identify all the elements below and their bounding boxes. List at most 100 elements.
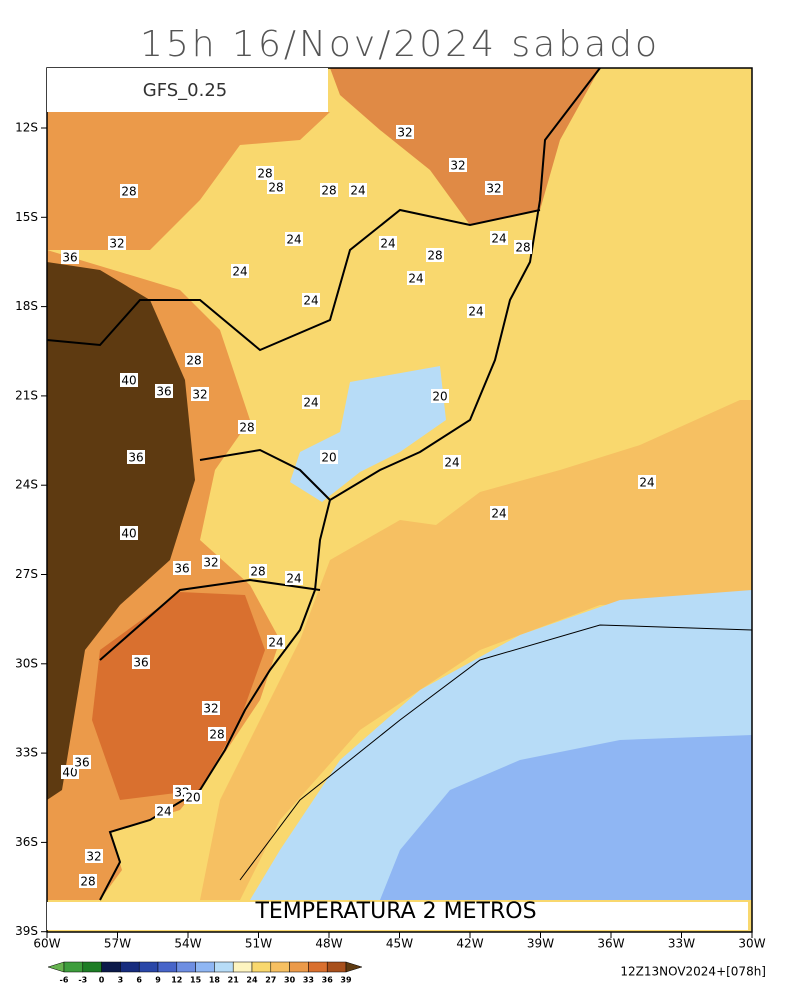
colorbar-swatch bbox=[157, 961, 178, 973]
lon-label: 51W bbox=[245, 937, 272, 951]
colorbar-swatch bbox=[214, 961, 234, 973]
lat-label: 15S bbox=[15, 210, 38, 224]
contour-label-bg bbox=[396, 125, 414, 139]
contour-label: 36 bbox=[156, 385, 171, 399]
colorbar-swatch bbox=[101, 961, 121, 973]
colorbar-label: 9 bbox=[155, 976, 161, 985]
contour-label: 24 bbox=[232, 265, 247, 279]
colorbar-label: 15 bbox=[190, 976, 202, 985]
contour-label: 32 bbox=[109, 237, 124, 251]
contour-label-bg bbox=[61, 250, 79, 264]
colorbar-swatch bbox=[308, 961, 328, 973]
contour-label-bg bbox=[267, 180, 285, 194]
contour-label: 36 bbox=[128, 451, 143, 465]
contour-label: 24 bbox=[303, 294, 318, 308]
contour-label: 28 bbox=[250, 565, 265, 579]
lat-label: 21S bbox=[15, 388, 38, 402]
contour-label-bg bbox=[285, 232, 303, 246]
contour-label: 24 bbox=[491, 507, 506, 521]
lon-label: 33W bbox=[668, 937, 695, 951]
colorbar-label: 33 bbox=[303, 976, 314, 985]
contour-label-bg bbox=[185, 353, 203, 367]
contour-label-bg bbox=[231, 264, 249, 278]
contour-label-bg bbox=[85, 849, 103, 863]
colorbar-label: 30 bbox=[284, 976, 296, 985]
contour-label-bg bbox=[120, 373, 138, 387]
model-label: GFS_0.25 bbox=[143, 80, 228, 101]
contour-label-bg bbox=[120, 184, 138, 198]
colorbar-label: 12 bbox=[171, 976, 182, 985]
contour-label-bg bbox=[431, 389, 449, 403]
contour-label: 24 bbox=[156, 805, 171, 819]
contour-label: 24 bbox=[639, 476, 654, 490]
contour-label: 20 bbox=[321, 451, 336, 465]
colorbar-swatch bbox=[270, 961, 290, 973]
contour-label-bg bbox=[467, 304, 485, 318]
colorbar-label: -3 bbox=[78, 976, 87, 985]
field-label: TEMPERATURA 2 METROS bbox=[254, 899, 536, 924]
colorbar-swatch bbox=[232, 961, 253, 973]
contour-label: 24 bbox=[268, 636, 283, 650]
contour-label-bg bbox=[490, 231, 508, 245]
contour-label: 40 bbox=[121, 527, 136, 541]
contour-label: 24 bbox=[303, 396, 318, 410]
contour-label-bg bbox=[202, 701, 220, 715]
map-title: 15h 16/Nov/2024 sabado bbox=[140, 24, 660, 65]
contour-label-bg bbox=[202, 555, 220, 569]
contour-label: 24 bbox=[491, 232, 506, 246]
contour-label-bg bbox=[638, 475, 656, 489]
contour-label: 20 bbox=[432, 390, 447, 404]
lat-label: 27S bbox=[15, 567, 38, 581]
colorbar-swatch bbox=[195, 961, 215, 973]
contour-label: 32 bbox=[397, 126, 412, 140]
contour-label-bg bbox=[379, 236, 397, 250]
contour-label: 32 bbox=[203, 702, 218, 716]
contour-label: 36 bbox=[74, 756, 89, 770]
contour-label-bg bbox=[407, 271, 425, 285]
lon-label: 60W bbox=[33, 937, 60, 951]
contour-label: 28 bbox=[209, 728, 224, 742]
contour-label: 28 bbox=[257, 167, 272, 181]
contour-label: 32 bbox=[486, 182, 501, 196]
contour-label: 28 bbox=[239, 421, 254, 435]
contour-label-bg bbox=[132, 655, 150, 669]
contour-label: 24 bbox=[380, 237, 395, 251]
lon-label: 36W bbox=[597, 937, 624, 951]
lat-label: 30S bbox=[15, 656, 38, 670]
contour-label-bg bbox=[155, 384, 173, 398]
contour-label-bg bbox=[320, 183, 338, 197]
colorbar-swatch bbox=[138, 961, 159, 973]
contour-label-bg bbox=[120, 526, 138, 540]
colorbar-swatch bbox=[345, 961, 363, 973]
contour-label: 28 bbox=[121, 185, 136, 199]
contour-label-bg bbox=[443, 455, 461, 469]
contour-label: 28 bbox=[268, 181, 283, 195]
lon-label: 30W bbox=[738, 937, 765, 951]
contour-label: 28 bbox=[427, 249, 442, 263]
contour-label-bg bbox=[249, 564, 267, 578]
colorbar-label: -6 bbox=[60, 976, 69, 985]
contour-label-bg bbox=[191, 387, 209, 401]
colorbar-label: 21 bbox=[228, 976, 240, 985]
colorbar-label: 0 bbox=[99, 976, 105, 985]
colorbar-swatch bbox=[63, 961, 84, 973]
contour-label: 36 bbox=[133, 656, 148, 670]
colorbar-swatch bbox=[82, 961, 102, 973]
contour-label-bg bbox=[173, 561, 191, 575]
contour-label-bg bbox=[285, 571, 303, 585]
contour-label: 36 bbox=[62, 251, 77, 265]
colorbar-label: 27 bbox=[265, 976, 276, 985]
contour-label: 32 bbox=[86, 850, 101, 864]
contour-label: 28 bbox=[80, 875, 95, 889]
contour-label-bg bbox=[485, 181, 503, 195]
contour-label-bg bbox=[349, 183, 367, 197]
colorbar-label: 6 bbox=[136, 976, 142, 985]
contour-label-bg bbox=[490, 506, 508, 520]
lon-label: 39W bbox=[527, 937, 554, 951]
lon-label: 42W bbox=[456, 937, 483, 951]
lon-label: 54W bbox=[174, 937, 201, 951]
map-field bbox=[46, 67, 753, 933]
colorbar-label: 36 bbox=[322, 976, 334, 985]
contour-label: 32 bbox=[450, 159, 465, 173]
contour-label-bg bbox=[514, 240, 532, 254]
